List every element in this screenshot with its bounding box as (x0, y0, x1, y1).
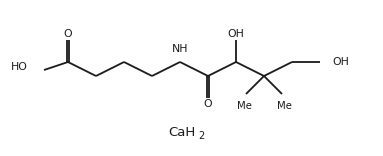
Text: CaH: CaH (168, 127, 195, 139)
Text: HO: HO (11, 62, 28, 72)
Text: NH: NH (172, 44, 188, 54)
Text: OH: OH (332, 57, 349, 67)
Text: Me: Me (277, 101, 291, 111)
Text: O: O (204, 99, 212, 109)
Text: O: O (64, 29, 72, 39)
Text: Me: Me (237, 101, 251, 111)
Text: 2: 2 (198, 131, 204, 141)
Text: OH: OH (228, 29, 244, 39)
